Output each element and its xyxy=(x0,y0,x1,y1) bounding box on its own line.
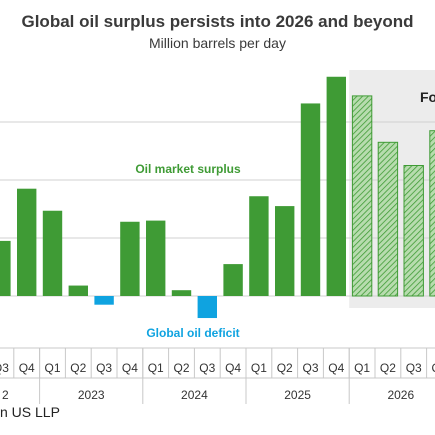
surplus-bar xyxy=(171,290,192,296)
x-tick-label: Q2 xyxy=(277,361,293,375)
x-tick-label: Q2 xyxy=(173,361,189,375)
x-tick-label: Q1 xyxy=(354,361,370,375)
surplus-bar xyxy=(120,221,140,296)
surplus-bar xyxy=(146,220,166,296)
x-tick-label: Q3 xyxy=(406,361,422,375)
deficit-bar xyxy=(197,296,217,319)
x-tick-label: Q3 xyxy=(96,361,112,375)
x-tick-label: Q4 xyxy=(19,361,35,375)
deficit-bar xyxy=(94,296,114,305)
x-tick-label: Q3 xyxy=(302,361,318,375)
x-year-label: 2024 xyxy=(181,388,208,402)
source-note: n US LLP xyxy=(0,404,60,420)
surplus-bar xyxy=(0,240,11,296)
forecast-bar xyxy=(429,130,435,297)
x-tick-label: Q4 xyxy=(328,361,344,375)
x-tick-label: Q2 xyxy=(70,361,86,375)
x-tick-label: Q2 xyxy=(380,361,396,375)
forecast-label: Fo xyxy=(420,89,435,105)
surplus-bar xyxy=(326,76,346,296)
x-tick-label: Q4 xyxy=(122,361,138,375)
x-tick-label: Q1 xyxy=(44,361,60,375)
surplus-bar xyxy=(42,210,63,296)
surplus-bar xyxy=(275,206,295,296)
x-year-label: 2023 xyxy=(78,388,105,402)
surplus-bar xyxy=(249,196,269,296)
forecast-bar xyxy=(351,95,373,297)
x-tick-label: Q1 xyxy=(148,361,164,375)
surplus-bar xyxy=(223,264,243,296)
chart-subtitle: Million barrels per day xyxy=(149,35,286,51)
forecast-bar xyxy=(403,165,424,297)
x-tick-label: Q1 xyxy=(251,361,267,375)
x-year-label: 2 xyxy=(2,388,9,402)
x-year-label: 2025 xyxy=(284,388,311,402)
surplus-annotation: Oil market surplus xyxy=(135,162,241,176)
surplus-bar xyxy=(68,285,88,296)
surplus-bar xyxy=(17,188,37,296)
x-year-label: 2026 xyxy=(387,388,414,402)
deficit-annotation: Global oil deficit xyxy=(146,326,239,340)
x-tick-label: Q4 xyxy=(431,361,435,375)
surplus-bar xyxy=(300,103,321,296)
forecast-bar xyxy=(377,141,399,297)
x-tick-label: Q3 xyxy=(199,361,215,375)
chart-title: Global oil surplus persists into 2026 an… xyxy=(21,12,414,31)
x-tick-label: Q4 xyxy=(225,361,241,375)
x-tick-label: Q3 xyxy=(0,361,9,375)
